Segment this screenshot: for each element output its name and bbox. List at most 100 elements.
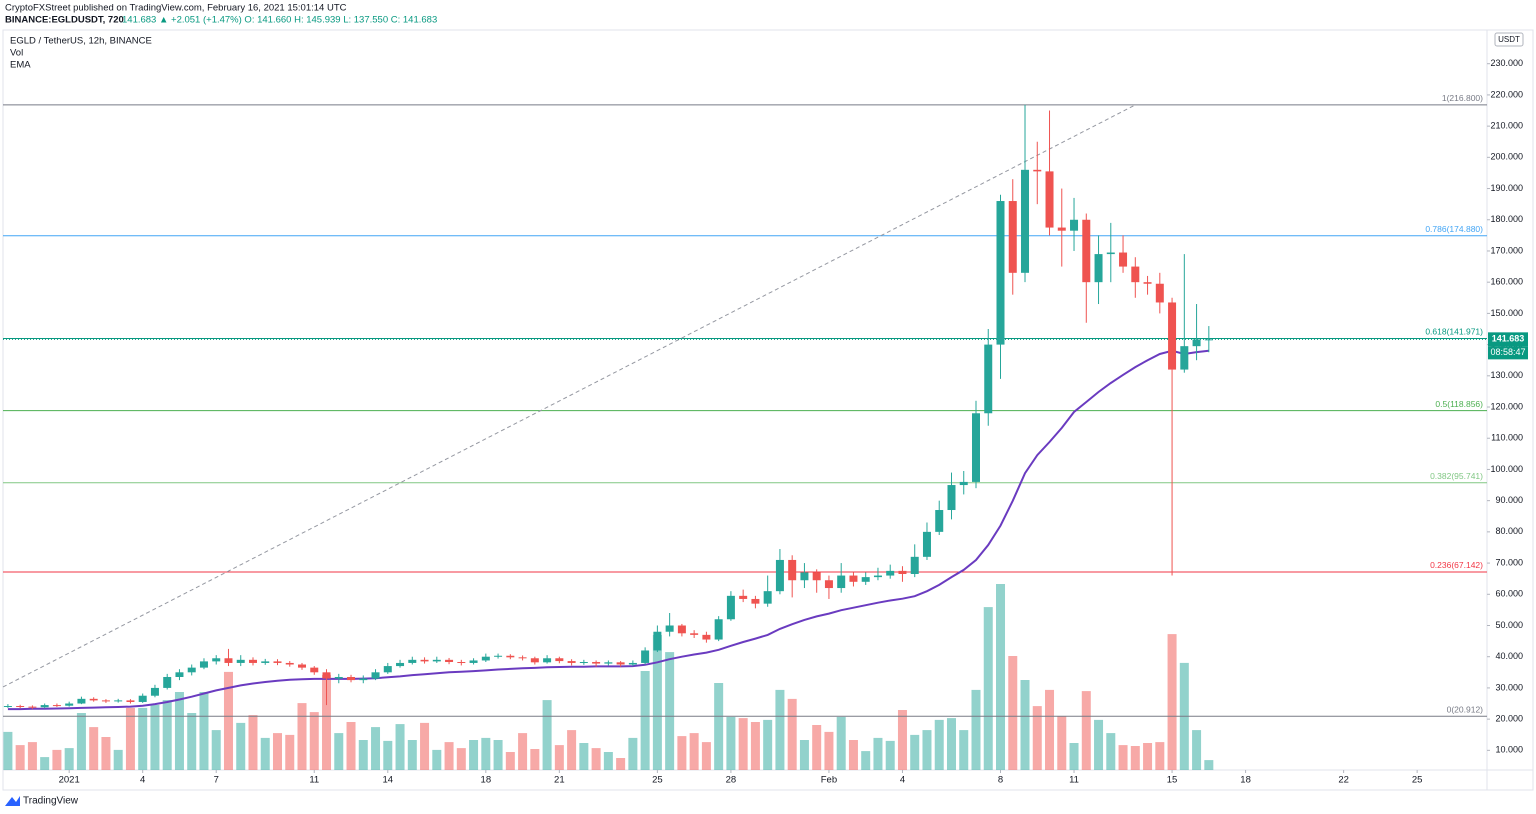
candle-body — [996, 201, 1005, 345]
volume-bar — [554, 745, 564, 770]
volume-bar — [493, 740, 503, 770]
candle-body — [1155, 283, 1164, 303]
candle-body — [261, 661, 270, 663]
fib-label: 0.5(118.856) — [1435, 399, 1483, 409]
candle-body — [677, 625, 686, 634]
candle-body — [126, 700, 135, 702]
volume-bar — [27, 742, 37, 770]
y-tick-label: 100.000 — [1490, 464, 1523, 474]
volume-bar — [1106, 733, 1116, 770]
volume-bar — [701, 742, 711, 770]
volume-bar — [162, 700, 172, 770]
candle-body — [959, 481, 968, 486]
candle-body — [457, 662, 466, 664]
candle-body — [285, 662, 294, 665]
volume-bar — [1167, 634, 1177, 770]
volume-bar — [371, 727, 381, 770]
x-tick-label: Feb — [821, 775, 837, 786]
volume-bar — [1081, 691, 1091, 770]
candle-body — [445, 659, 454, 663]
volume-bar — [640, 671, 650, 770]
volume-bar — [3, 731, 13, 770]
y-unit: USDT — [1498, 35, 1520, 44]
volume-bar — [946, 718, 956, 770]
volume-bar — [1118, 745, 1128, 770]
volume-bar — [89, 727, 99, 770]
y-tick-label: 30.000 — [1495, 682, 1523, 692]
x-tick-label: 28 — [726, 775, 737, 786]
volume-bar — [395, 724, 405, 770]
candle-body — [1094, 254, 1103, 283]
volume-bar — [211, 730, 221, 770]
candle-body — [641, 650, 650, 663]
volume-bar — [616, 758, 626, 770]
volume-bar — [530, 749, 540, 770]
volume-bar — [322, 674, 332, 770]
candle-body — [1143, 282, 1152, 284]
x-tick-label: 11 — [309, 775, 319, 786]
volume-bar — [469, 740, 479, 770]
volume-bar — [76, 713, 86, 770]
candle-body — [690, 633, 699, 635]
volume-bar — [1130, 746, 1140, 770]
countdown-label: 08:58:47 — [1490, 347, 1525, 357]
volume-bar — [873, 737, 883, 770]
x-tick-label: 18 — [1240, 775, 1251, 786]
candle-body — [849, 575, 858, 582]
fib-label: 0.618(141.971) — [1425, 327, 1483, 337]
candle-body — [861, 577, 870, 582]
x-tick-label: 8 — [998, 775, 1003, 786]
symbol: BINANCE:EGLDUSDT, 720 — [5, 15, 124, 26]
volume-bar — [358, 740, 368, 770]
candle-body — [248, 659, 257, 663]
volume-bar — [174, 692, 184, 770]
volume-bar — [750, 722, 760, 770]
candle-body — [1119, 252, 1128, 267]
volume-bar — [248, 715, 258, 770]
x-tick-label: 25 — [652, 775, 663, 786]
volume-bar — [346, 722, 356, 770]
volume-bar — [983, 607, 993, 770]
volume-bar — [567, 730, 577, 770]
candle-body — [837, 575, 846, 589]
fib-label: 0.236(67.142) — [1430, 560, 1483, 570]
volume-bar — [187, 713, 197, 770]
volume-bar — [260, 737, 270, 770]
x-tick-label: 4 — [140, 775, 145, 786]
candle-body — [714, 619, 723, 640]
unit-box — [1494, 32, 1524, 47]
candle-body — [1204, 339, 1213, 341]
volume-bar — [971, 689, 981, 770]
volume-bar — [297, 703, 307, 770]
candle-body — [236, 659, 245, 663]
logo: TradingView — [5, 796, 79, 807]
candle-body — [1168, 302, 1177, 370]
candle-body — [886, 570, 895, 576]
volume-bar — [861, 751, 871, 770]
candle-body — [665, 625, 674, 632]
volume-bar — [1155, 742, 1165, 770]
candle-body — [763, 591, 772, 604]
volume-bar — [763, 719, 773, 770]
chart-frame — [2, 29, 1534, 791]
x-tick-label: 11 — [1069, 775, 1079, 786]
volume-bar — [910, 734, 920, 770]
volume-bar — [52, 749, 62, 770]
y-tick-label: 80.000 — [1495, 526, 1523, 536]
candle-body — [616, 662, 625, 665]
candle-body — [65, 703, 74, 706]
x-tick-label: 7 — [214, 775, 219, 786]
volume-bar — [432, 749, 442, 770]
candle-body — [530, 658, 539, 663]
volume-bar — [1069, 743, 1079, 770]
volume-bar — [959, 730, 969, 770]
candle-body — [494, 655, 503, 657]
candle-body — [1033, 169, 1042, 172]
candle-body — [1180, 346, 1189, 370]
candle-body — [543, 658, 552, 663]
volume-bar — [824, 731, 834, 770]
volume-bar — [272, 733, 282, 770]
volume-bar — [628, 737, 638, 770]
candle-body — [383, 666, 392, 673]
